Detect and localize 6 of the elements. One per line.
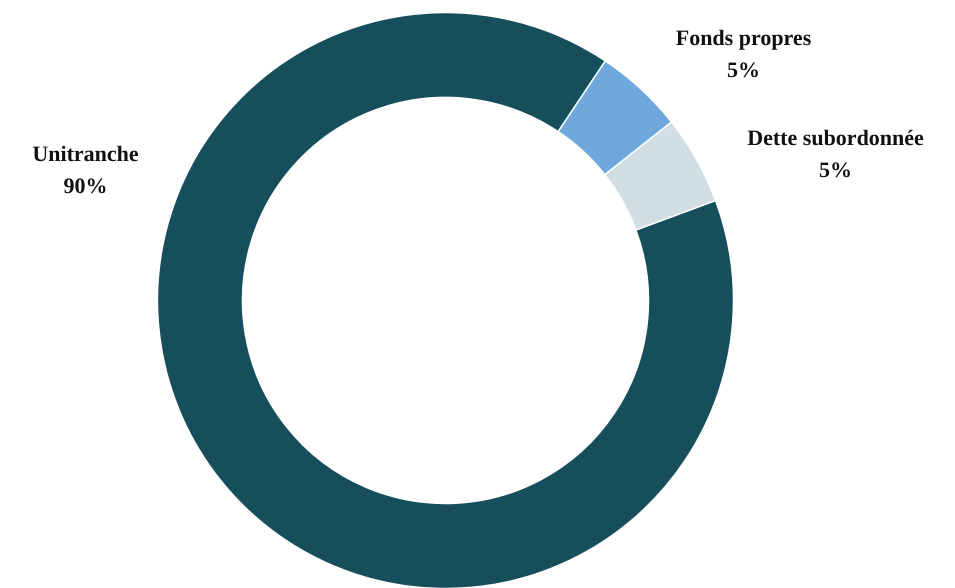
data-label: 5% bbox=[819, 157, 852, 182]
slice-label: Unitranche bbox=[32, 141, 139, 166]
slice-label: Dette subordonnée bbox=[747, 125, 924, 150]
data-label: 90% bbox=[64, 173, 108, 198]
slice-label: Fonds propres bbox=[676, 25, 812, 50]
data-label: 5% bbox=[727, 57, 760, 82]
